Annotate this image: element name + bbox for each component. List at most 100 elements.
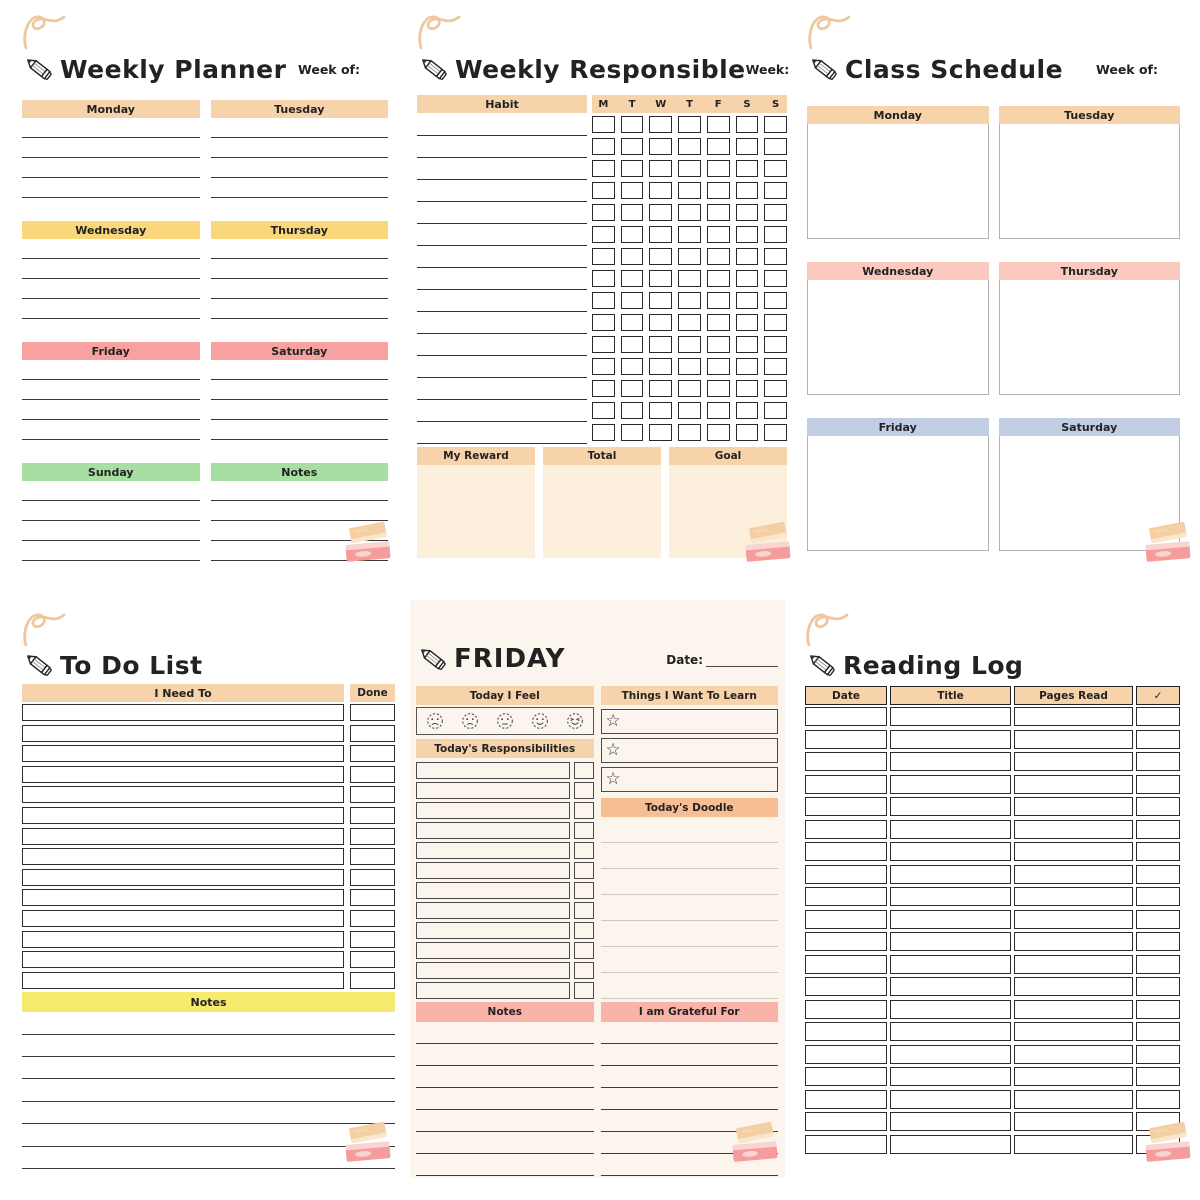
todo-row <box>22 971 395 989</box>
habit-checkboxes <box>592 223 787 245</box>
habit-row <box>417 421 787 444</box>
pages-read-cell <box>1014 954 1133 974</box>
responsibility-row <box>416 862 594 879</box>
friday-daily-page: FRIDAY Date: Today I Feel <box>410 600 785 1178</box>
task-cell <box>22 868 344 886</box>
responsibilities-header: Today's Responsibilities <box>416 739 594 758</box>
habit-checkboxes <box>592 333 787 355</box>
day-letter: S <box>743 98 751 110</box>
swirl-doodle-icon <box>808 15 851 50</box>
friday-columns: Today I Feel <box>416 686 778 1176</box>
checkbox-cell <box>573 762 594 779</box>
checkbox-cell <box>649 335 673 353</box>
reading-log-row <box>805 729 1180 749</box>
day-letter: M <box>598 98 609 110</box>
day-section-monday: Monday <box>22 100 200 198</box>
day-section-wednesday: Wednesday <box>22 221 200 319</box>
done-checkbox-cell <box>350 745 395 763</box>
responsibility-row <box>416 962 594 979</box>
task-cell <box>22 909 344 927</box>
writing-line <box>22 501 200 521</box>
date-label: Date: <box>666 652 703 667</box>
habit-checkboxes <box>592 311 787 333</box>
page-title: Reading Log <box>843 650 1024 680</box>
done-checkbox-cell <box>350 786 395 804</box>
checkbox-cell <box>706 137 730 155</box>
checkbox-cell <box>592 269 615 287</box>
pages-read-cell <box>1014 864 1133 884</box>
todo-row <box>22 930 395 948</box>
day-letter: T <box>628 98 636 110</box>
habit-table-header: Habit M T W T F S S <box>417 95 787 113</box>
writing-line <box>210 239 388 259</box>
page-header: FRIDAY Date: <box>416 642 778 676</box>
pages-read-cell <box>1014 1044 1133 1064</box>
books-doodle-icon <box>344 1120 392 1163</box>
task-cell <box>22 724 344 742</box>
books-doodle-icon <box>1144 1120 1192 1163</box>
checkbox-cell <box>764 313 787 331</box>
pages-read-cell <box>1014 932 1133 951</box>
weekly-responsible-page: Weekly Responsible Week: Habit M T W T F… <box>400 0 800 600</box>
responsibility-row <box>416 982 594 999</box>
checkbox-cell <box>1136 977 1180 996</box>
title-cell <box>890 909 1011 929</box>
doodle-area <box>600 817 778 999</box>
pencil-icon <box>809 55 838 81</box>
habit-row <box>417 377 787 400</box>
habit-checkboxes <box>592 289 787 311</box>
day-writing-box <box>807 280 989 395</box>
done-checkbox-cell <box>350 951 395 969</box>
date-cell <box>805 864 887 884</box>
pages-read-cell <box>1014 752 1133 771</box>
checkbox-cell <box>620 115 644 133</box>
writing-line <box>210 138 388 158</box>
pages-read-cell <box>1014 1134 1133 1154</box>
checkbox-cell <box>764 181 787 199</box>
writing-lines <box>210 118 388 198</box>
writing-line <box>210 541 388 561</box>
checkbox-cell <box>620 225 644 243</box>
day-section-saturday: Saturday <box>210 342 388 440</box>
checkbox-cell <box>649 181 673 199</box>
task-cell <box>416 942 570 959</box>
checkbox-cell <box>764 379 787 397</box>
mood-very-sad-icon <box>426 713 443 729</box>
habit-row <box>417 113 787 136</box>
star-icon: ☆ <box>605 711 621 731</box>
task-cell <box>416 782 570 799</box>
habit-checkboxes <box>592 179 787 201</box>
pages-read-cell <box>1014 977 1133 996</box>
habit-writing-line <box>417 355 587 378</box>
checkbox-cell <box>620 159 644 177</box>
checkbox-cell <box>678 423 701 441</box>
writing-line <box>22 1057 395 1080</box>
checkbox-cell <box>620 291 644 309</box>
writing-line <box>22 400 200 420</box>
checkbox-cell <box>764 291 787 309</box>
date-column-header: Date <box>805 686 887 705</box>
pages-read-cell <box>1014 819 1133 839</box>
checkbox-cell <box>735 313 759 331</box>
notes-header: Notes <box>22 992 395 1013</box>
checkbox-cell <box>678 401 701 419</box>
title-cell <box>890 954 1011 974</box>
title-cell <box>890 932 1011 951</box>
responsibility-row <box>416 802 594 819</box>
habit-checkboxes <box>592 421 787 443</box>
todo-row <box>22 909 395 927</box>
title-cell <box>890 707 1011 726</box>
writing-line <box>210 259 388 279</box>
day-header: Thursday <box>998 262 1180 280</box>
writing-line <box>210 420 388 440</box>
pages-read-cell <box>1014 1067 1133 1086</box>
date-cell <box>805 1067 887 1086</box>
learn-entry-box: ☆ <box>600 709 778 734</box>
task-cell <box>416 822 570 839</box>
done-checkbox-cell <box>350 848 395 866</box>
checkbox-cell <box>649 159 673 177</box>
title-cell <box>890 977 1011 996</box>
habit-row <box>417 245 787 268</box>
reading-log-row <box>805 797 1180 816</box>
checkbox-cell <box>735 115 759 133</box>
